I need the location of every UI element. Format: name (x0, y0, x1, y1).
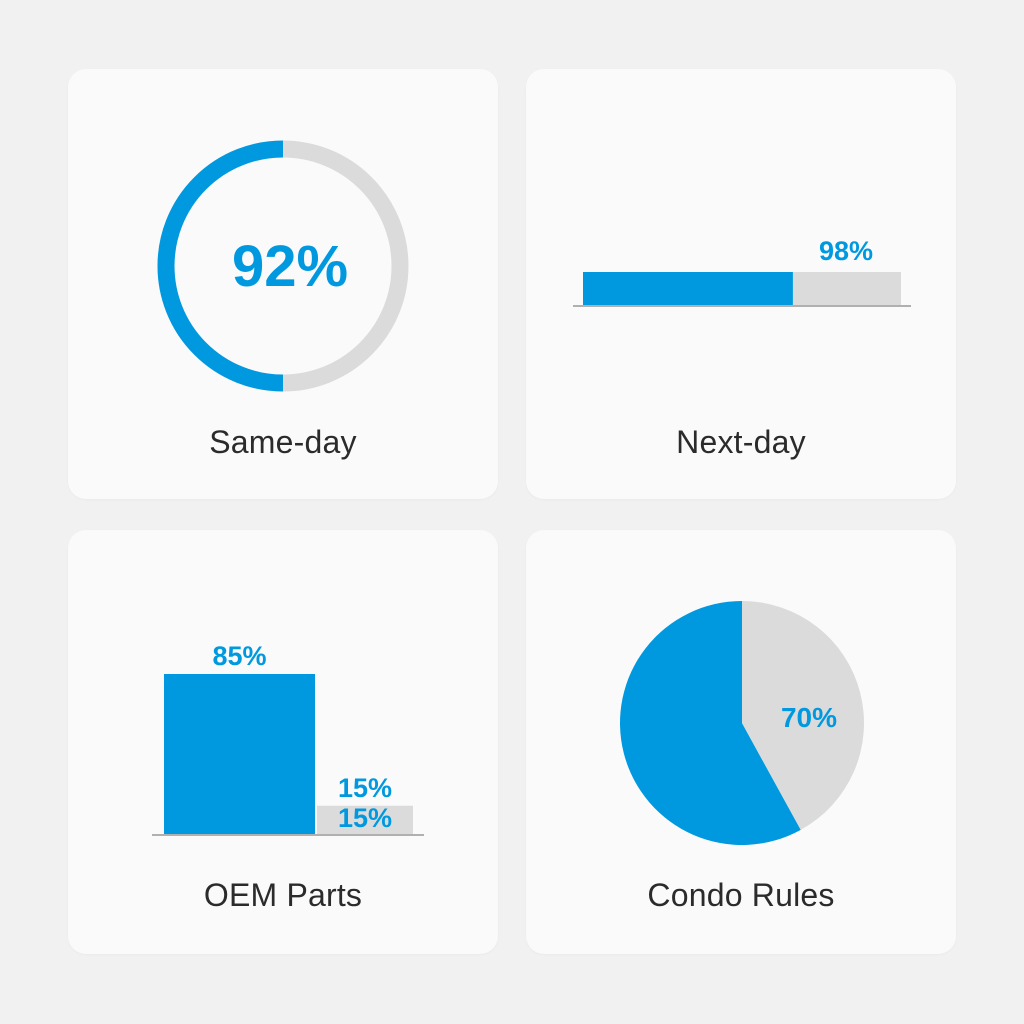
bar-1 (317, 805, 413, 834)
bar-value-label: 98% (819, 236, 873, 266)
bar-fill (583, 272, 793, 305)
bar-inner-value-label: 15% (338, 803, 392, 833)
next-day-bar-chart: 98% (573, 236, 911, 307)
pie-slice-primary (620, 601, 801, 845)
next-day-label: Next-day (676, 424, 806, 460)
oem-parts-card: 85% 15% 15% OEM Parts (68, 530, 498, 954)
condo-rules-pie-chart: 70% (620, 601, 864, 845)
pie-slice-secondary (742, 601, 864, 830)
donut-value-label: 92% (232, 234, 348, 299)
pie-value-label: 70% (781, 702, 837, 733)
oem-parts-bar-chart: 85% 15%15% (152, 641, 424, 836)
condo-rules-label: Condo Rules (647, 877, 835, 913)
same-day-card: 92% Same-day (68, 69, 498, 499)
condo-rules-card: 70% Condo Rules (526, 530, 956, 954)
bar-value-label-0: 85% (212, 641, 266, 671)
donut-fill-arc (157, 140, 284, 392)
oem-parts-label: OEM Parts (203, 877, 363, 913)
same-day-donut-chart: 92% (157, 140, 409, 392)
bar-0 (164, 674, 315, 834)
same-day-label: Same-day (209, 424, 357, 460)
next-day-card: 98% Next-day (526, 69, 956, 499)
bar-value-label-1: 15% (338, 773, 392, 803)
